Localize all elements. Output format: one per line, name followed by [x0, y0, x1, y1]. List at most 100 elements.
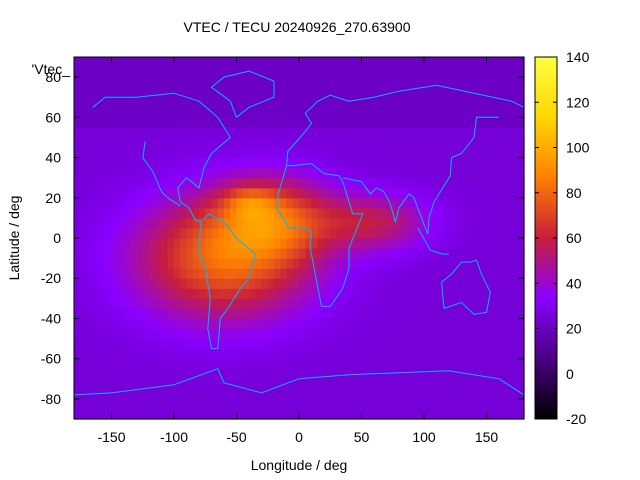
heatmap-cell: [230, 298, 238, 309]
heatmap-cell: [480, 398, 488, 410]
heatmap-cell: [136, 258, 144, 269]
heatmap-cell: [436, 127, 444, 139]
heatmap-cell: [511, 378, 519, 390]
heatmap-cell: [74, 328, 81, 340]
heatmap-cell: [155, 318, 163, 330]
heatmap-cell: [461, 408, 469, 420]
heatmap-cell: [517, 157, 525, 169]
heatmap-cell: [111, 408, 119, 420]
heatmap-cell: [511, 157, 519, 169]
heatmap-cell: [142, 117, 150, 128]
heatmap-cell: [305, 318, 313, 330]
heatmap-cell: [380, 177, 388, 189]
heatmap-cell: [517, 187, 525, 199]
heatmap-cell: [311, 127, 319, 139]
heatmap-cell: [286, 358, 294, 370]
heatmap-cell: [517, 308, 525, 320]
heatmap-cell: [461, 238, 469, 249]
heatmap-cell: [342, 137, 350, 149]
heatmap-cell: [80, 77, 88, 88]
heatmap-cell: [311, 87, 319, 98]
heatmap-cell: [255, 167, 263, 179]
heatmap-cell: [255, 258, 263, 269]
heatmap-cell: [286, 398, 294, 410]
heatmap-cell: [124, 77, 131, 88]
heatmap-cell: [217, 97, 225, 108]
heatmap-cell: [224, 298, 231, 309]
heatmap-cell: [130, 348, 138, 360]
heatmap-cell: [367, 157, 375, 169]
heatmap-cell: [292, 227, 300, 239]
heatmap-cell: [311, 57, 319, 68]
heatmap-cell: [417, 338, 425, 350]
heatmap-cell: [292, 388, 300, 400]
heatmap-cell: [386, 67, 394, 78]
heatmap-cell: [174, 268, 181, 279]
heatmap-cell: [324, 157, 331, 169]
heatmap-cell: [186, 157, 194, 169]
heatmap-cell: [455, 348, 463, 360]
heatmap-cell: [467, 157, 475, 169]
heatmap-cell: [111, 87, 119, 98]
heatmap-cell: [242, 298, 250, 309]
heatmap-cell: [242, 177, 250, 189]
heatmap-cell: [86, 57, 94, 68]
heatmap-cell: [199, 358, 206, 370]
heatmap-cell: [455, 117, 463, 128]
heatmap-cell: [299, 217, 306, 229]
heatmap-cell: [111, 147, 119, 159]
heatmap-cell: [105, 227, 113, 239]
heatmap-cell: [499, 268, 506, 279]
heatmap-cell: [392, 398, 400, 410]
heatmap-cell: [217, 177, 225, 189]
heatmap-cell: [161, 268, 169, 279]
heatmap-cell: [242, 97, 250, 108]
heatmap-cell: [480, 358, 488, 370]
heatmap-cell: [280, 87, 288, 98]
heatmap-cell: [386, 248, 394, 259]
heatmap-cell: [436, 217, 444, 229]
heatmap-cell: [80, 278, 88, 289]
heatmap-cell: [424, 77, 431, 88]
heatmap-cell: [424, 368, 431, 380]
heatmap-cell: [299, 57, 306, 68]
heatmap-cell: [111, 207, 119, 219]
heatmap-cell: [180, 258, 188, 269]
heatmap-cell: [242, 157, 250, 169]
heatmap-cell: [417, 157, 425, 169]
heatmap-cell: [99, 107, 106, 118]
heatmap-cell: [517, 258, 525, 269]
heatmap-cell: [236, 107, 244, 118]
heatmap-cell: [261, 187, 269, 199]
heatmap-cell: [86, 368, 94, 380]
heatmap-cell: [311, 177, 319, 189]
heatmap-cell: [374, 288, 381, 299]
heatmap-cell: [230, 107, 238, 118]
heatmap-cell: [280, 318, 288, 330]
heatmap-cell: [242, 167, 250, 179]
heatmap-cell: [155, 57, 163, 68]
heatmap-cell: [386, 328, 394, 340]
heatmap-cell: [130, 248, 138, 259]
heatmap-cell: [517, 147, 525, 159]
heatmap-cell: [299, 358, 306, 370]
heatmap-cell: [99, 97, 106, 108]
heatmap-cell: [286, 278, 294, 289]
heatmap-cell: [299, 137, 306, 149]
heatmap-cell: [392, 187, 400, 199]
heatmap-cell: [211, 328, 219, 340]
heatmap-cell: [255, 268, 263, 279]
heatmap-cell: [336, 137, 344, 149]
heatmap-cell: [361, 398, 369, 410]
heatmap-cell: [149, 107, 156, 118]
heatmap-cell: [411, 278, 419, 289]
heatmap-cell: [217, 167, 225, 179]
heatmap-cell: [192, 157, 200, 169]
heatmap-cell: [92, 217, 100, 229]
heatmap-cell: [161, 207, 169, 219]
heatmap-cell: [374, 107, 381, 118]
heatmap-cell: [374, 97, 381, 108]
heatmap-cell: [311, 137, 319, 149]
heatmap-cell: [367, 258, 375, 269]
heatmap-cell: [149, 268, 156, 279]
